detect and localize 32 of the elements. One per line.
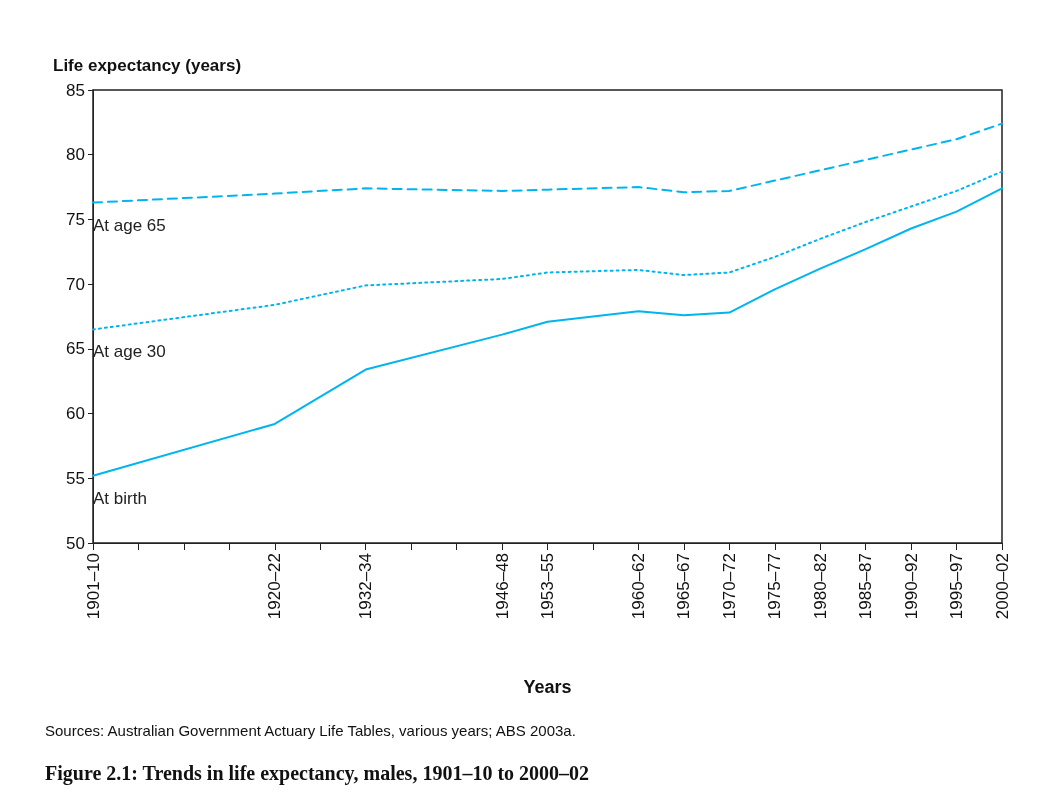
x-tick-label: 1980–82 [810, 553, 830, 620]
x-tick-label: 1932–34 [356, 553, 376, 620]
x-tick-label: 1965–67 [674, 553, 694, 620]
y-tick-label: 55 [66, 468, 85, 488]
x-tick-label: 1970–72 [719, 553, 739, 620]
line-series [92, 170, 1003, 331]
y-tick-label: 50 [66, 533, 85, 553]
x-tick-label: 1960–62 [628, 553, 648, 620]
series-label: At age 30 [93, 342, 166, 362]
series-label: At age 65 [93, 215, 166, 235]
x-tick-label: 1985–87 [856, 553, 876, 620]
x-tick-label: 1995–97 [947, 553, 967, 620]
x-tick-label: 1920–22 [265, 553, 285, 620]
line-series [92, 122, 1003, 204]
y-tick-label: 80 [66, 145, 85, 165]
x-tick-label: 1901–10 [83, 553, 103, 620]
x-tick-label: 1953–55 [538, 553, 557, 620]
source-note: Sources: Australian Government Actuary Life Tables, various years; ABS 2003a. [45, 722, 576, 739]
y-tick-label: 60 [66, 404, 85, 424]
series-label: At birth [93, 488, 147, 508]
y-tick-label: 70 [66, 274, 85, 294]
x-tick-label: 1946–48 [492, 553, 512, 620]
y-tick-label: 75 [66, 209, 85, 229]
x-tick-label: 1990–92 [901, 553, 921, 620]
y-axis-title: Life expectancy (years) [53, 56, 242, 75]
y-tick-label: 85 [66, 80, 85, 100]
line-series [92, 187, 1003, 477]
text: Figure 2.1: Trends in life expectancy, males, 1901–10 to 2000–02 [45, 762, 590, 785]
x-tick-label: 2000–02 [992, 553, 1012, 620]
y-tick-label: 65 [66, 339, 85, 359]
x-tick-label: 1975–77 [765, 553, 785, 620]
x-axis-title: Years [523, 677, 572, 697]
